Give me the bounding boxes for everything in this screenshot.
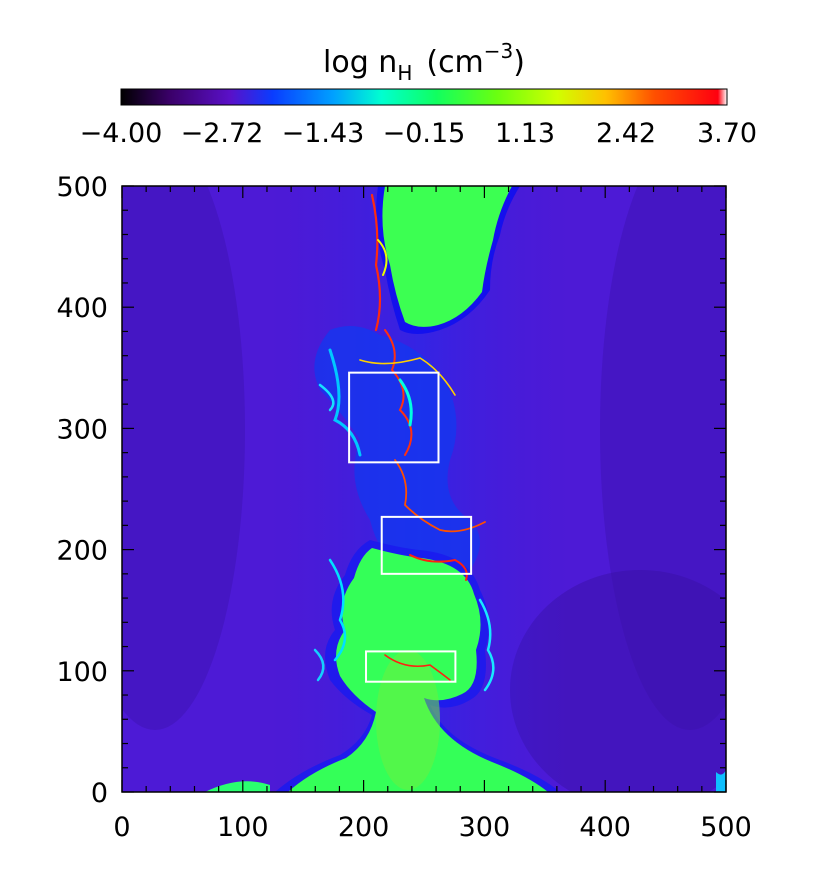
lower-cloud-core — [376, 650, 440, 790]
region-of-interest-box-1 — [348, 371, 440, 464]
colorbar-title-unit: (cm — [426, 45, 483, 80]
y-tick-label: 200 — [56, 536, 108, 567]
x-tick-label: 200 — [338, 812, 390, 843]
y-tick-label: 300 — [56, 414, 108, 445]
colorbar-tick-label: −2.72 — [181, 118, 264, 149]
colorbar-tick-label: −1.43 — [282, 118, 365, 149]
y-tick-label: 500 — [56, 172, 108, 203]
edge-feature — [716, 770, 726, 792]
x-tick-label: 100 — [217, 812, 269, 843]
region-of-interest-box-2 — [380, 515, 473, 575]
colorbar-tick-label: 3.70 — [697, 118, 757, 149]
x-tick-label: 400 — [579, 812, 631, 843]
regions-of-interest — [348, 371, 473, 683]
y-tick-label: 400 — [56, 293, 108, 324]
colorbar-title: log nH (cm−3) — [323, 39, 525, 85]
colorbar — [120, 88, 728, 106]
colorbar-tick-label: 1.13 — [495, 118, 555, 149]
colorbar-title-subscript: H — [397, 61, 412, 85]
y-tick-label: 100 — [56, 657, 108, 688]
colorbar-tick-labels: −4.00 −2.72 −1.43 −0.15 1.13 2.42 3.70 — [80, 118, 757, 149]
colorbar-tick-label: −0.15 — [383, 118, 466, 149]
x-tick-label: 0 — [113, 812, 130, 843]
bottom-clump-left — [205, 781, 270, 792]
y-axis-tick-labels: 0 100 200 300 400 500 — [56, 172, 108, 809]
colorbar-title-exponent: −3 — [484, 39, 513, 63]
x-tick-label: 300 — [459, 812, 511, 843]
plot-frame — [121, 185, 727, 793]
low-density-lobe-left — [122, 186, 245, 730]
colorbar-title-close: ) — [513, 45, 525, 80]
colorbar-tick-label: 2.42 — [596, 118, 656, 149]
upper-dense-cloud — [382, 186, 512, 327]
y-tick-label: 0 — [91, 778, 108, 809]
x-tick-label: 500 — [700, 812, 752, 843]
x-axis-tick-labels: 0 100 200 300 400 500 — [113, 812, 751, 843]
axis-ticks — [121, 185, 727, 793]
region-of-interest-box-3 — [365, 650, 457, 683]
colorbar-title-main: log n — [323, 45, 397, 80]
colorbar-tick-label: −4.00 — [80, 118, 163, 149]
density-map — [122, 186, 726, 792]
dense-filaments — [313, 193, 495, 692]
